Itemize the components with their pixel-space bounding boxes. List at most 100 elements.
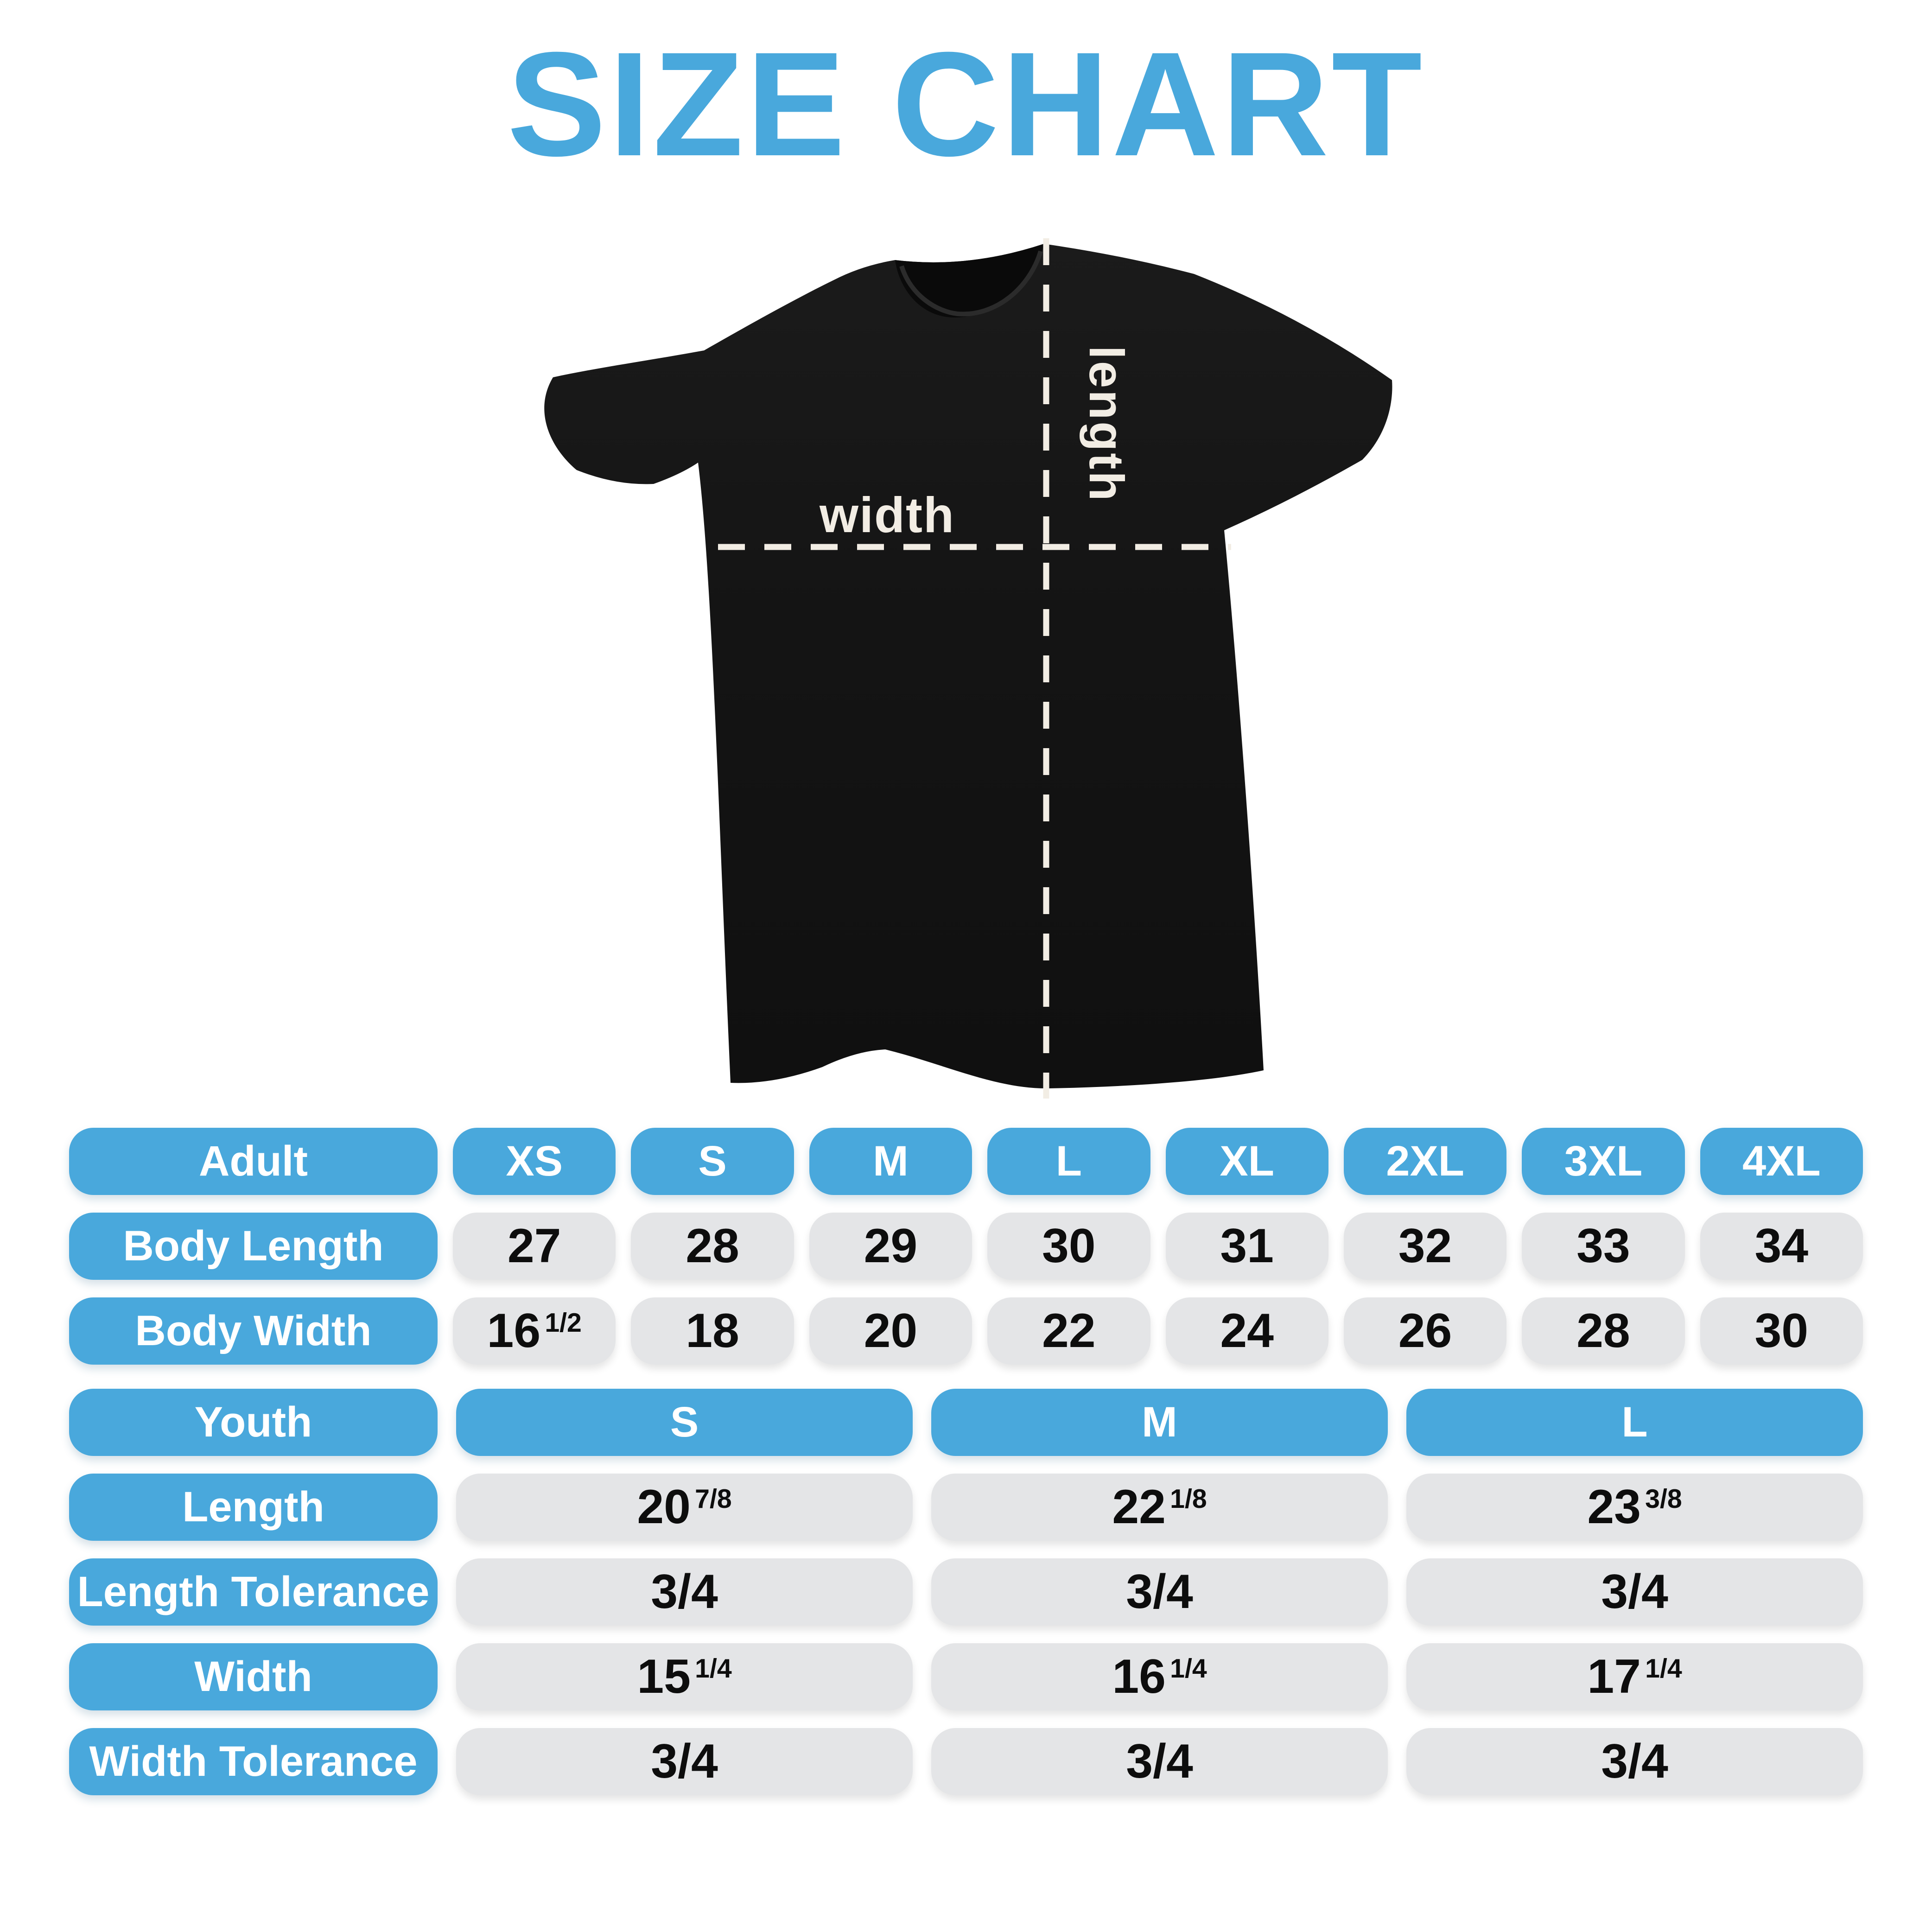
- length-label: length: [1079, 346, 1133, 503]
- page-title: SIZE CHART: [507, 21, 1425, 187]
- youth-length-tolerance-row: Length Tolerance 3/4 3/4 3/4: [69, 1558, 1863, 1626]
- size-header-2xl: 2XL: [1343, 1128, 1507, 1195]
- value: 27: [507, 1219, 561, 1273]
- value: 22: [1042, 1304, 1096, 1358]
- youth-length-tolerance-m: 3/4: [931, 1558, 1388, 1626]
- tshirt-diagram: width length: [505, 226, 1427, 1107]
- row-label-body-width: Body Width: [69, 1297, 438, 1365]
- youth-length-tolerance-l: 3/4: [1406, 1558, 1863, 1626]
- value: 3/4: [1126, 1565, 1193, 1619]
- body-width-row: Body Width 16 1/2 18 20 22 24 26 28 30: [69, 1297, 1863, 1365]
- value: 28: [1576, 1304, 1630, 1358]
- size-header-4xl: 4XL: [1700, 1128, 1863, 1195]
- youth-size-header-l: L: [1406, 1389, 1863, 1456]
- value: 17: [1587, 1650, 1641, 1703]
- youth-length-l: 23 3/8: [1406, 1474, 1863, 1541]
- body-width-4xl: 30: [1700, 1297, 1863, 1365]
- value-fraction: 1/4: [1170, 1654, 1207, 1684]
- value: 33: [1576, 1219, 1630, 1273]
- value: 24: [1220, 1304, 1274, 1358]
- size-header-3xl: 3XL: [1522, 1128, 1685, 1195]
- value: 3/4: [1601, 1565, 1668, 1619]
- body-length-l: 30: [987, 1213, 1150, 1280]
- value: 3/4: [1126, 1735, 1193, 1788]
- youth-width-tolerance-m: 3/4: [931, 1728, 1388, 1795]
- youth-header-row: Youth S M L: [69, 1389, 1863, 1456]
- size-header-xl: XL: [1165, 1128, 1328, 1195]
- body-width-l: 22: [987, 1297, 1150, 1365]
- value: 16: [487, 1304, 541, 1358]
- value: 20: [637, 1480, 691, 1534]
- value: 32: [1398, 1219, 1452, 1273]
- youth-length-m: 22 1/8: [931, 1474, 1388, 1541]
- value-fraction: 1/8: [1170, 1484, 1207, 1514]
- value: 28: [686, 1219, 739, 1273]
- value: 26: [1398, 1304, 1452, 1358]
- value-fraction: 1/2: [545, 1308, 582, 1338]
- value: 3/4: [651, 1735, 718, 1788]
- body-length-xl: 31: [1165, 1213, 1328, 1280]
- size-header-xs: XS: [453, 1128, 616, 1195]
- value: 22: [1112, 1480, 1166, 1534]
- value: 30: [1754, 1304, 1809, 1358]
- value: 34: [1754, 1219, 1809, 1273]
- youth-size-table: Youth S M L Length 20 7/8 22 1/8 23 3/8 Len…: [69, 1389, 1863, 1795]
- youth-width-row: Width 15 1/4 16 1/4 17 1/4: [69, 1643, 1863, 1710]
- row-label-length-tolerance: Length Tolerance: [69, 1558, 438, 1626]
- value-fraction: 1/4: [695, 1654, 732, 1684]
- youth-size-header-m: M: [931, 1389, 1388, 1456]
- body-width-xs: 16 1/2: [453, 1297, 616, 1365]
- value: 15: [637, 1650, 691, 1703]
- value: 3/4: [651, 1565, 718, 1619]
- youth-length-tolerance-s: 3/4: [456, 1558, 913, 1626]
- body-length-4xl: 34: [1700, 1213, 1863, 1280]
- body-width-s: 18: [631, 1297, 794, 1365]
- body-length-3xl: 33: [1522, 1213, 1685, 1280]
- value-fraction: 3/8: [1645, 1484, 1682, 1514]
- value: 16: [1112, 1650, 1166, 1703]
- youth-width-tolerance-row: Width Tolerance 3/4 3/4 3/4: [69, 1728, 1863, 1795]
- body-width-3xl: 28: [1522, 1297, 1685, 1365]
- youth-length-row: Length 20 7/8 22 1/8 23 3/8: [69, 1474, 1863, 1541]
- size-header-m: M: [809, 1128, 972, 1195]
- body-length-s: 28: [631, 1213, 794, 1280]
- adult-header-row: Adult XS S M L XL 2XL 3XL 4XL: [69, 1128, 1863, 1195]
- youth-width-l: 17 1/4: [1406, 1643, 1863, 1710]
- value: 29: [864, 1219, 918, 1273]
- youth-size-header-s: S: [456, 1389, 913, 1456]
- width-label: width: [819, 487, 955, 543]
- youth-table-title: Youth: [69, 1389, 438, 1456]
- value: 3/4: [1601, 1735, 1668, 1788]
- row-label-length: Length: [69, 1474, 438, 1541]
- row-label-body-length: Body Length: [69, 1213, 438, 1280]
- value-fraction: 1/4: [1645, 1654, 1682, 1684]
- value: 31: [1220, 1219, 1274, 1273]
- value-fraction: 7/8: [695, 1484, 732, 1514]
- body-width-m: 20: [809, 1297, 972, 1365]
- body-length-2xl: 32: [1343, 1213, 1507, 1280]
- tshirt-graphic: width length: [544, 238, 1392, 1099]
- size-header-s: S: [631, 1128, 794, 1195]
- body-width-2xl: 26: [1343, 1297, 1507, 1365]
- value: 30: [1042, 1219, 1096, 1273]
- tshirt-silhouette: [544, 244, 1392, 1089]
- body-width-xl: 24: [1165, 1297, 1328, 1365]
- value: 20: [864, 1304, 918, 1358]
- youth-length-s: 20 7/8: [456, 1474, 913, 1541]
- row-label-width: Width: [69, 1643, 438, 1710]
- size-header-l: L: [987, 1128, 1150, 1195]
- value: 23: [1587, 1480, 1641, 1534]
- body-length-row: Body Length 27 28 29 30 31 32 33 34: [69, 1213, 1863, 1280]
- collar-rib: [899, 250, 1043, 317]
- body-length-xs: 27: [453, 1213, 616, 1280]
- youth-width-s: 15 1/4: [456, 1643, 913, 1710]
- youth-width-tolerance-s: 3/4: [456, 1728, 913, 1795]
- youth-width-tolerance-l: 3/4: [1406, 1728, 1863, 1795]
- youth-width-m: 16 1/4: [931, 1643, 1388, 1710]
- adult-table-title: Adult: [69, 1128, 438, 1195]
- body-length-m: 29: [809, 1213, 972, 1280]
- row-label-width-tolerance: Width Tolerance: [69, 1728, 438, 1795]
- adult-size-table: Adult XS S M L XL 2XL 3XL 4XL Body Lengt…: [69, 1128, 1863, 1365]
- value: 18: [686, 1304, 739, 1358]
